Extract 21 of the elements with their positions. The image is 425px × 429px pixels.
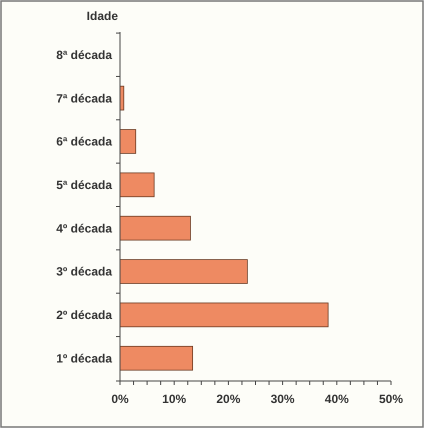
x-tick-label: 30% xyxy=(270,392,295,406)
x-tick-label: 40% xyxy=(324,392,350,406)
y-axis-title: Idade xyxy=(86,9,118,23)
x-tick-label: 0% xyxy=(111,392,129,406)
y-tick-label: 4º década xyxy=(56,221,112,236)
y-tick-label: 7ª década xyxy=(56,91,112,106)
bar xyxy=(120,346,194,371)
y-tick-label: 3º década xyxy=(56,264,112,279)
x-tick-label: 50% xyxy=(378,392,404,406)
y-tick-label: 8ª década xyxy=(56,48,112,62)
bar xyxy=(120,172,155,198)
y-tick-label: 2º década xyxy=(56,308,112,322)
y-tick-label: 1º década xyxy=(56,351,112,366)
bar xyxy=(120,302,329,328)
bar xyxy=(120,259,248,284)
x-tick-label: 10% xyxy=(162,392,187,406)
bar xyxy=(120,129,136,154)
y-tick-label: 5ª década xyxy=(56,178,112,192)
bar xyxy=(120,216,191,240)
y-tick-label: 6ª década xyxy=(56,134,112,149)
x-tick-label: 20% xyxy=(216,392,241,406)
